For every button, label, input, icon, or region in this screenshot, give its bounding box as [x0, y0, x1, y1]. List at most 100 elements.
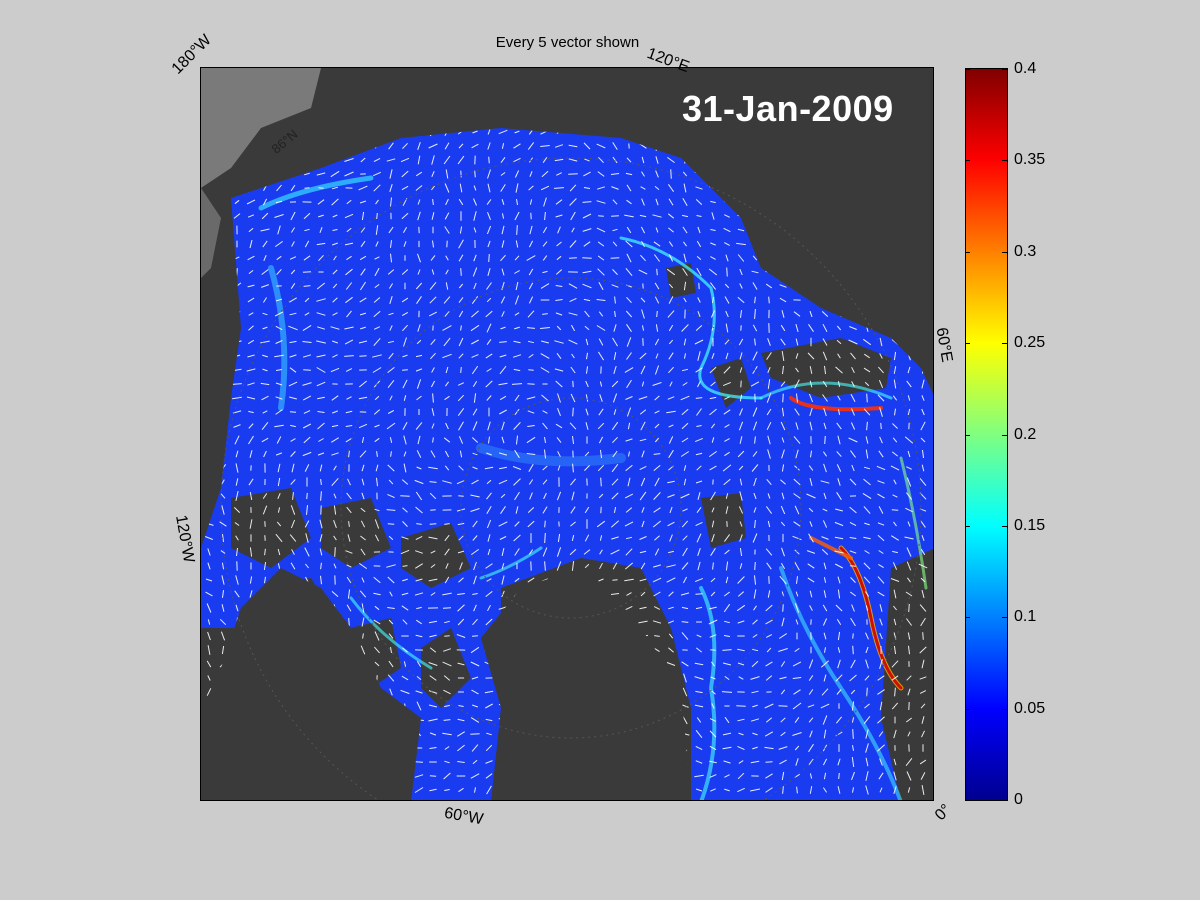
- drift-vector: [904, 536, 914, 540]
- drift-vector: [376, 477, 378, 487]
- drift-vector: [782, 786, 784, 794]
- drift-vector: [879, 337, 883, 347]
- drift-vector: [415, 491, 423, 501]
- drift-vector: [696, 533, 702, 543]
- drift-vector: [331, 424, 339, 428]
- drift-vector: [920, 703, 926, 709]
- drift-vector: [274, 214, 284, 218]
- drift-vector: [739, 534, 743, 542]
- drift-vector: [429, 523, 437, 525]
- drift-vector: [261, 437, 269, 443]
- drift-vector: [656, 268, 658, 276]
- drift-vector: [542, 226, 548, 234]
- drift-vector: [766, 421, 772, 431]
- drift-vector: [752, 282, 758, 290]
- drift-vector: [431, 212, 435, 220]
- drift-vector: [612, 228, 618, 232]
- drift-vector: [696, 256, 702, 260]
- drift-vector: [876, 465, 886, 471]
- drift-vector: [780, 521, 786, 527]
- drift-vector: [416, 701, 422, 711]
- colorbar-tick-mark: [1002, 434, 1007, 436]
- drift-vector: [401, 185, 409, 191]
- drift-vector: [584, 534, 590, 542]
- drift-vector: [529, 492, 533, 500]
- drift-vector: [361, 478, 365, 486]
- drift-vector: [302, 423, 312, 429]
- drift-vector: [458, 787, 464, 793]
- drift-vector: [540, 327, 550, 329]
- drift-vector: [610, 549, 620, 555]
- drift-vector: [599, 549, 603, 555]
- drift-vector: [346, 310, 352, 318]
- drift-vector: [625, 536, 633, 540]
- drift-vector: [386, 422, 396, 430]
- drift-vector: [849, 674, 857, 682]
- drift-vector: [207, 548, 211, 556]
- drift-vector: [697, 380, 701, 388]
- drift-vector: [487, 548, 491, 556]
- drift-vector: [233, 424, 241, 428]
- drift-vector: [697, 226, 701, 234]
- drift-vector: [767, 590, 771, 598]
- drift-vector: [583, 187, 591, 189]
- drift-vector: [642, 325, 644, 331]
- drift-vector: [248, 478, 254, 486]
- drift-vector: [740, 310, 742, 318]
- drift-vector: [919, 759, 927, 765]
- colorbar-tick-mark: [965, 617, 970, 619]
- drift-vector: [557, 465, 561, 471]
- drift-vector: [513, 143, 521, 149]
- drift-vector: [612, 579, 618, 581]
- drift-vector: [823, 632, 827, 640]
- drift-vector: [724, 620, 730, 624]
- drift-vector: [724, 788, 730, 792]
- drift-vector: [723, 381, 731, 387]
- drift-vector: [737, 772, 745, 780]
- drift-vector: [485, 353, 493, 359]
- drift-vector: [302, 382, 312, 386]
- drift-vector: [445, 563, 449, 569]
- drift-vector: [765, 787, 773, 793]
- drift-vector: [852, 787, 854, 793]
- drift-vector: [851, 408, 855, 416]
- drift-vector: [277, 477, 281, 487]
- drift-vector: [808, 465, 814, 471]
- drift-vector: [779, 575, 787, 585]
- drift-vector: [879, 632, 883, 640]
- drift-vector: [485, 718, 493, 722]
- drift-vector: [654, 282, 660, 290]
- drift-vector: [290, 438, 296, 442]
- drift-vector: [668, 465, 674, 471]
- drift-vector: [277, 463, 281, 473]
- drift-vector: [431, 155, 435, 165]
- drift-vector: [640, 186, 646, 190]
- drift-vector: [316, 282, 326, 290]
- drift-vector: [317, 452, 325, 456]
- drift-vector: [710, 661, 716, 667]
- drift-vector: [764, 703, 774, 709]
- drift-vector: [597, 351, 605, 361]
- drift-vector: [498, 466, 508, 470]
- drift-vector: [795, 338, 799, 346]
- drift-vector: [473, 393, 477, 403]
- drift-vector: [837, 659, 841, 669]
- drift-vector: [683, 253, 687, 263]
- drift-vector: [877, 689, 885, 695]
- drift-vector: [288, 381, 298, 387]
- drift-vector: [514, 577, 520, 583]
- drift-vector: [779, 676, 787, 680]
- drift-vector: [624, 367, 634, 373]
- drift-vector: [724, 339, 730, 345]
- drift-vector: [724, 774, 730, 778]
- drift-vector: [443, 437, 451, 443]
- drift-vector: [921, 464, 925, 472]
- drift-vector: [458, 465, 464, 471]
- drift-vector: [610, 520, 620, 528]
- drift-vector: [879, 604, 883, 612]
- drift-vector: [711, 437, 715, 443]
- drift-vector: [414, 774, 424, 778]
- drift-vector: [696, 267, 702, 277]
- drift-vector: [639, 352, 647, 360]
- drift-vector: [795, 353, 799, 359]
